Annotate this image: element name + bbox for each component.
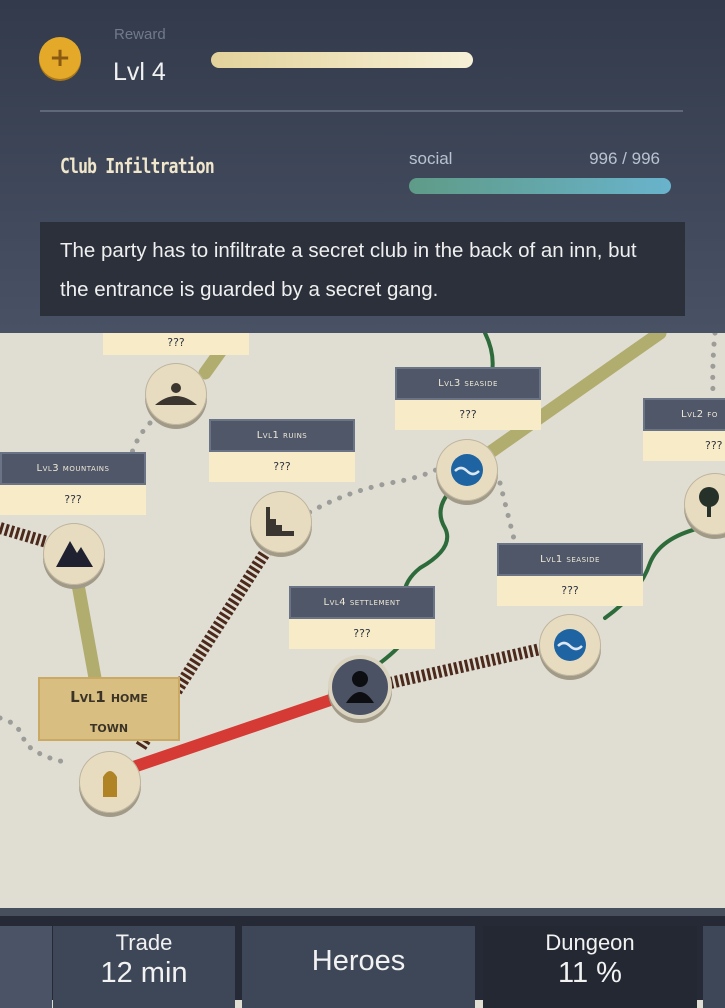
location-label: Lvl1 ruins xyxy=(209,419,355,452)
quest-title: Club Infiltration xyxy=(60,154,215,178)
quest-type: social xyxy=(409,149,453,168)
map-node-mountains[interactable] xyxy=(43,523,105,585)
location-tag-lvl3-mountains[interactable]: Lvl3 mountains ??? xyxy=(0,452,146,515)
location-value: ??? xyxy=(289,619,435,649)
map-node-seaside-lvl1[interactable] xyxy=(539,614,601,676)
world-map[interactable]: ??? Lvl3 seaside ??? Lvl2 fo ??? Lvl1 ru… xyxy=(0,333,725,908)
location-value: ??? xyxy=(103,333,249,355)
heroes-button[interactable]: Heroes xyxy=(242,926,475,1008)
map-node-settlement[interactable] xyxy=(332,659,388,715)
trade-button[interactable]: Trade 12 min xyxy=(53,926,235,1008)
bottom-nav: Trade 12 min Heroes Dungeon 11 % xyxy=(0,908,725,1008)
plus-coin-icon: + xyxy=(39,37,81,79)
wave-icon xyxy=(451,454,483,486)
quest-panel: + Reward Lvl 4 Club Infiltration social … xyxy=(0,0,725,333)
sunrise-icon xyxy=(155,383,197,405)
reward-progress-bar xyxy=(211,52,473,68)
location-tag-lvl3-seaside[interactable]: Lvl3 seaside ??? xyxy=(395,367,541,430)
location-value: ??? xyxy=(643,431,725,461)
location-value: ??? xyxy=(395,400,541,430)
heroes-label: Heroes xyxy=(311,945,406,977)
location-label: Lvl2 fo xyxy=(643,398,725,431)
reward-label: Reward xyxy=(114,26,166,43)
map-node-sunrise[interactable] xyxy=(145,363,207,425)
quest-description: The party has to infiltrate a secret clu… xyxy=(60,239,637,301)
divider xyxy=(40,110,683,112)
map-node-hometown[interactable] xyxy=(79,751,141,813)
ruins-icon xyxy=(266,507,294,536)
reward-level: Lvl 4 xyxy=(113,58,166,86)
location-value: ??? xyxy=(0,485,146,515)
location-tag-lvl1-seaside[interactable]: Lvl1 seaside ??? xyxy=(497,543,643,606)
map-node-forest[interactable] xyxy=(684,473,725,535)
dungeon-button[interactable]: Dungeon 11 % xyxy=(483,926,697,1008)
hometown-label[interactable]: Lvl1 home town xyxy=(38,677,180,741)
quest-description-box: The party has to infiltrate a secret clu… xyxy=(40,222,685,316)
location-value: ??? xyxy=(209,452,355,482)
wave-icon xyxy=(554,629,586,661)
map-node-seaside-lvl3[interactable] xyxy=(436,439,498,501)
quest-progress-bar xyxy=(409,178,671,194)
person-icon xyxy=(346,671,374,703)
trade-timer: 12 min xyxy=(100,957,188,989)
location-tag-lvl2-forest[interactable]: Lvl2 fo ??? xyxy=(643,398,725,461)
location-label: Lvl1 seaside xyxy=(497,543,643,576)
location-label: Lvl3 mountains xyxy=(0,452,146,485)
location-label: Lvl4 settlement xyxy=(289,586,435,619)
tree-icon xyxy=(699,487,719,517)
nav-left-stub[interactable] xyxy=(0,926,52,1008)
dungeon-label: Dungeon xyxy=(545,930,635,955)
quest-progress-text: 996 / 996 xyxy=(589,149,660,168)
nav-right-stub[interactable] xyxy=(703,926,725,1008)
hometown-line1: Lvl1 home xyxy=(70,688,148,706)
location-tag-lvl1-ruins[interactable]: Lvl1 ruins ??? xyxy=(209,419,355,482)
dungeon-progress: 11 % xyxy=(558,957,622,989)
trade-label: Trade xyxy=(115,930,173,955)
location-label: Lvl3 seaside xyxy=(395,367,541,400)
mountain-icon xyxy=(56,541,93,567)
map-node-ruins[interactable] xyxy=(250,491,312,553)
location-value: ??? xyxy=(497,576,643,606)
location-tag-top[interactable]: ??? xyxy=(103,333,249,355)
location-tag-lvl4-settlement[interactable]: Lvl4 settlement ??? xyxy=(289,586,435,649)
hometown-line2: town xyxy=(89,718,129,736)
door-icon xyxy=(103,771,117,797)
map-routes xyxy=(0,333,718,781)
